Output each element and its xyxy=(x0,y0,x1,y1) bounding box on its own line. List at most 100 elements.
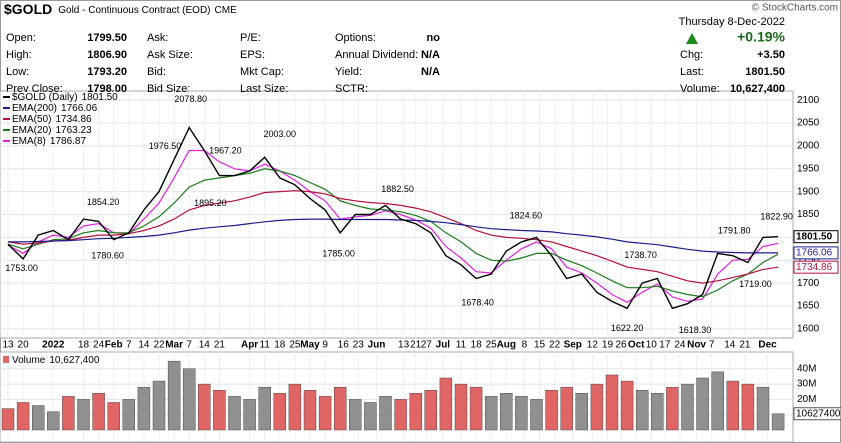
x-tick-label: 16 xyxy=(338,340,350,351)
volume-bar xyxy=(696,377,709,431)
x-tick-label: 14 xyxy=(724,340,736,351)
x-tick-label: 15 xyxy=(534,340,546,351)
x-tick-label: 10 xyxy=(646,340,658,351)
volume-bar xyxy=(575,393,588,431)
volume-bar xyxy=(303,390,317,431)
x-tick-label: 12 xyxy=(587,340,599,351)
volume-bar xyxy=(666,386,679,431)
x-tick-label: Nov xyxy=(687,340,706,351)
volume-bar xyxy=(454,383,468,431)
volume-bar xyxy=(334,386,347,431)
annotation: 1822.90 xyxy=(760,211,793,221)
x-tick-label: 8 xyxy=(522,340,528,351)
x-tick-label: Mar xyxy=(165,340,183,351)
x-tick-label: 20 xyxy=(18,340,30,351)
legend-entry: EMA(20) 1763.23 xyxy=(12,125,92,136)
x-tick-label: 11 xyxy=(456,340,467,351)
y-tick-label: 2000 xyxy=(797,141,820,152)
annotation: 2078.80 xyxy=(174,94,207,104)
legend-entry: EMA(200) 1766.06 xyxy=(12,103,98,114)
field-value: N/A xyxy=(421,66,440,78)
x-tick-label: 19 xyxy=(602,340,614,351)
legend-entry: EMA(8) 1786.87 xyxy=(12,136,86,147)
x-tick-label: 21 xyxy=(739,340,751,351)
x-tick-label: 14 xyxy=(138,340,150,351)
value-tag xyxy=(793,230,839,244)
symbol: $GOLD xyxy=(4,1,52,17)
x-tick-label: Jun xyxy=(368,340,386,351)
x-tick-label: Jul xyxy=(436,340,451,351)
series-line xyxy=(7,126,779,310)
legend-name: Volume xyxy=(12,355,46,366)
field-label: Prev Close: xyxy=(6,83,63,95)
legend-entry: Volume 10,627,400 xyxy=(12,355,100,366)
x-tick-label: 9 xyxy=(322,340,328,351)
field-value: 10,627,400 xyxy=(730,83,785,95)
volume-bar xyxy=(213,390,226,431)
volume-bar xyxy=(182,368,196,431)
volume-bar xyxy=(258,386,271,431)
volume-bar xyxy=(711,371,724,431)
legend-name: EMA(8) xyxy=(12,136,46,147)
annotation: 1622.20 xyxy=(611,323,644,333)
volume-bar xyxy=(32,405,45,431)
y-tick-label: 1850 xyxy=(797,209,820,220)
volume-bar xyxy=(409,393,422,431)
annotation: 1738.70 xyxy=(624,250,657,260)
volume-bar xyxy=(243,399,256,431)
y-tick-label: 2050 xyxy=(797,118,820,129)
x-tick-label: 18 xyxy=(274,340,286,351)
volume-bar xyxy=(515,396,528,431)
field-label: Volume: xyxy=(680,83,720,95)
volume-bar xyxy=(605,374,619,431)
annotation: 1895.20 xyxy=(194,198,227,208)
field-label: Last Size: xyxy=(240,83,288,95)
annotation: 1976.50 xyxy=(149,141,182,151)
annotation: 1824.60 xyxy=(510,210,543,220)
up-arrow xyxy=(686,33,698,44)
x-tick-label: 25 xyxy=(289,340,301,351)
value-tag-label: 10627400 xyxy=(796,408,841,419)
legend-swatch xyxy=(3,356,9,363)
series-line xyxy=(8,218,779,254)
volume-bar xyxy=(1,408,15,431)
legend-name: EMA(50) xyxy=(12,114,51,125)
legend-value: 1766.06 xyxy=(61,103,98,114)
title: $GOLD Gold - Continuous Contract (EOD) CME xyxy=(4,1,237,17)
volume-bar xyxy=(288,383,302,431)
x-tick-label: 7 xyxy=(126,340,132,351)
field-value: no xyxy=(427,32,441,44)
x-tick-label: 27 xyxy=(421,340,433,351)
annotation: 1618.30 xyxy=(679,325,712,335)
x-tick-label: Sep xyxy=(564,340,582,351)
y-tick-label: 1650 xyxy=(797,301,820,312)
field-label: Annual Dividend: xyxy=(335,49,418,61)
x-tick-label: 18 xyxy=(78,340,90,351)
value-tag-label: 1734.86 xyxy=(796,262,833,273)
volume-bar xyxy=(77,399,90,431)
volume-bar xyxy=(107,402,120,431)
y-tick-label: 1950 xyxy=(797,163,820,174)
x-tick-label: 26 xyxy=(615,340,627,351)
series-line xyxy=(7,190,779,284)
x-tick-label: Dec xyxy=(758,340,777,351)
volume-bar xyxy=(349,399,362,431)
volume-bar xyxy=(92,393,105,431)
value-tag-label: 1766.06 xyxy=(796,248,833,259)
y-tick-label: 40M xyxy=(797,363,816,374)
annotation: 1967.20 xyxy=(209,145,242,155)
volume-bar xyxy=(318,396,332,431)
volume-bar xyxy=(681,383,694,431)
x-tick-label: 14 xyxy=(199,340,211,351)
field-label: Ask: xyxy=(147,32,168,44)
volume-bar xyxy=(771,413,785,431)
volume-bar xyxy=(152,380,166,431)
field-label: P/E: xyxy=(240,32,261,44)
x-tick-label: 25 xyxy=(486,340,498,351)
field-label: Last: xyxy=(680,66,704,78)
field-value: 1801.50 xyxy=(745,66,785,78)
volume-bar xyxy=(394,399,407,431)
volume-bar xyxy=(636,390,649,431)
x-tick-label: 7 xyxy=(186,340,192,351)
